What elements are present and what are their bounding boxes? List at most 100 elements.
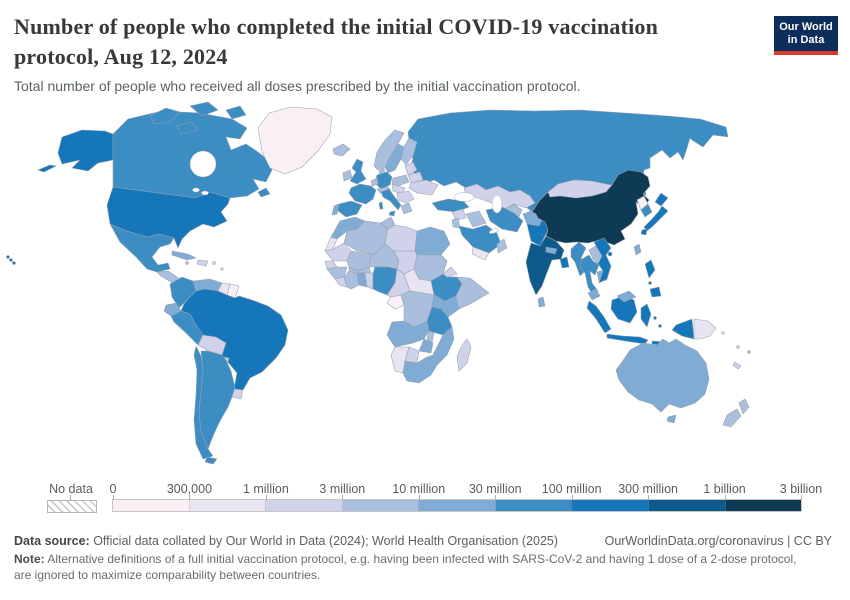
region-egypt[interactable] (414, 226, 451, 256)
region-puerto-rico[interactable] (212, 261, 216, 265)
owid-logo[interactable]: Our World in Data (774, 16, 838, 55)
region-india[interactable] (525, 235, 565, 296)
region-kenya[interactable] (440, 295, 460, 318)
region-lesser-antilles[interactable] (220, 267, 224, 271)
region-japan-honshu[interactable] (643, 205, 669, 232)
region-gabon-congo[interactable] (386, 294, 405, 310)
region-thailand[interactable] (579, 254, 600, 298)
legend-segment[interactable] (648, 500, 726, 511)
region-indonesia-papua[interactable] (671, 318, 695, 340)
region-finland[interactable] (400, 137, 418, 166)
region-mongolia[interactable] (547, 179, 613, 199)
region-somalia[interactable] (455, 276, 490, 310)
legend-segment[interactable] (266, 500, 343, 511)
legend-segment[interactable] (189, 500, 267, 511)
region-libya[interactable] (384, 224, 418, 252)
region-ireland[interactable] (342, 169, 353, 182)
region-iran[interactable] (485, 206, 524, 233)
region-malaysia-peninsula[interactable] (587, 288, 601, 301)
region-turkey[interactable] (431, 198, 470, 213)
region-philippines-mindanao[interactable] (649, 286, 662, 298)
region-italy-sardinia[interactable] (378, 201, 384, 210)
region-hawaii-1[interactable] (6, 255, 10, 259)
region-guinea[interactable] (326, 266, 348, 280)
region-canada-arctic-2[interactable] (189, 101, 219, 117)
region-canada-arctic-3[interactable] (225, 105, 247, 120)
region-alaska[interactable] (57, 129, 114, 172)
region-belarus[interactable] (407, 171, 424, 184)
region-south-africa[interactable] (402, 354, 438, 384)
region-new-caledonia[interactable] (732, 361, 742, 370)
region-vietnam[interactable] (593, 237, 612, 284)
region-poland[interactable] (391, 174, 410, 187)
region-indonesia-maluku[interactable] (653, 316, 657, 320)
region-benelux[interactable] (370, 177, 379, 187)
region-united-kingdom[interactable] (349, 158, 367, 185)
region-hispaniola[interactable] (196, 259, 209, 267)
region-indonesia-maluku2[interactable] (658, 324, 662, 328)
region-fiji[interactable] (747, 350, 751, 354)
region-spain[interactable] (336, 200, 363, 218)
region-france[interactable] (348, 183, 377, 205)
region-madagascar[interactable] (456, 338, 472, 372)
legend-segment[interactable] (495, 500, 573, 511)
region-mexico[interactable] (109, 223, 175, 273)
region-italy[interactable] (380, 188, 402, 211)
region-syria[interactable] (451, 208, 467, 221)
region-oman[interactable] (496, 238, 508, 254)
region-jamaica[interactable] (185, 261, 189, 265)
region-chile[interactable] (193, 345, 214, 460)
legend-bar[interactable] (112, 499, 802, 512)
region-tasmania[interactable] (666, 414, 677, 424)
region-philippines-luzon[interactable] (644, 259, 656, 279)
legend-segment[interactable] (342, 500, 420, 511)
region-tanzania[interactable] (426, 306, 453, 336)
region-tierra-del-fuego[interactable] (204, 456, 218, 465)
region-portugal[interactable] (331, 203, 340, 216)
region-malaysia-borneo[interactable] (616, 290, 637, 303)
no-data-swatch[interactable] (47, 500, 97, 513)
region-canada-arctic-1[interactable] (149, 107, 181, 125)
region-baltics[interactable] (404, 161, 418, 176)
region-mozambique[interactable] (432, 326, 455, 366)
region-argentina[interactable] (198, 350, 236, 450)
region-hawaii-2[interactable] (9, 258, 13, 262)
region-taiwan[interactable] (633, 243, 642, 256)
region-hawaii-3[interactable] (12, 261, 16, 265)
region-indonesia-sulawesi[interactable] (640, 303, 652, 328)
region-zambia[interactable] (412, 320, 430, 344)
region-iraq[interactable] (465, 210, 487, 228)
region-nepal[interactable] (545, 246, 558, 255)
region-newfoundland[interactable] (257, 187, 271, 198)
region-japan-hokkaido[interactable] (654, 192, 669, 207)
region-solomon-islands[interactable] (721, 331, 725, 335)
region-aleutians[interactable] (37, 164, 57, 173)
region-greenland[interactable] (257, 106, 333, 175)
region-greece[interactable] (400, 202, 413, 215)
region-canada-arctic-4[interactable] (175, 121, 199, 135)
region-italy-sicily[interactable] (388, 210, 396, 217)
region-indonesia-java[interactable] (606, 333, 649, 345)
region-romania-balkans[interactable] (396, 190, 415, 204)
region-iceland[interactable] (332, 143, 351, 157)
region-philippines-visayas[interactable] (648, 281, 652, 285)
region-new-zealand-north[interactable] (738, 398, 750, 415)
region-zimbabwe[interactable] (418, 338, 434, 354)
legend-segment[interactable] (113, 500, 190, 511)
region-vanuatu[interactable] (736, 345, 740, 349)
region-australia[interactable] (615, 338, 710, 413)
region-south-korea[interactable] (640, 203, 653, 218)
region-czech-hungary[interactable] (391, 183, 406, 195)
region-indonesia-sumatra[interactable] (586, 300, 612, 334)
region-ukraine[interactable] (408, 179, 439, 196)
source-link[interactable]: OurWorldinData.org/coronavirus | CC BY (604, 534, 832, 548)
region-japan-kyushu[interactable] (640, 228, 648, 236)
region-papua-new-guinea[interactable] (693, 318, 717, 340)
region-sri-lanka[interactable] (537, 296, 546, 308)
legend-segment[interactable] (419, 500, 496, 511)
region-norway[interactable] (373, 129, 405, 171)
region-yemen[interactable] (471, 246, 490, 261)
region-angola[interactable] (386, 320, 415, 348)
region-new-zealand-south[interactable] (722, 408, 742, 428)
